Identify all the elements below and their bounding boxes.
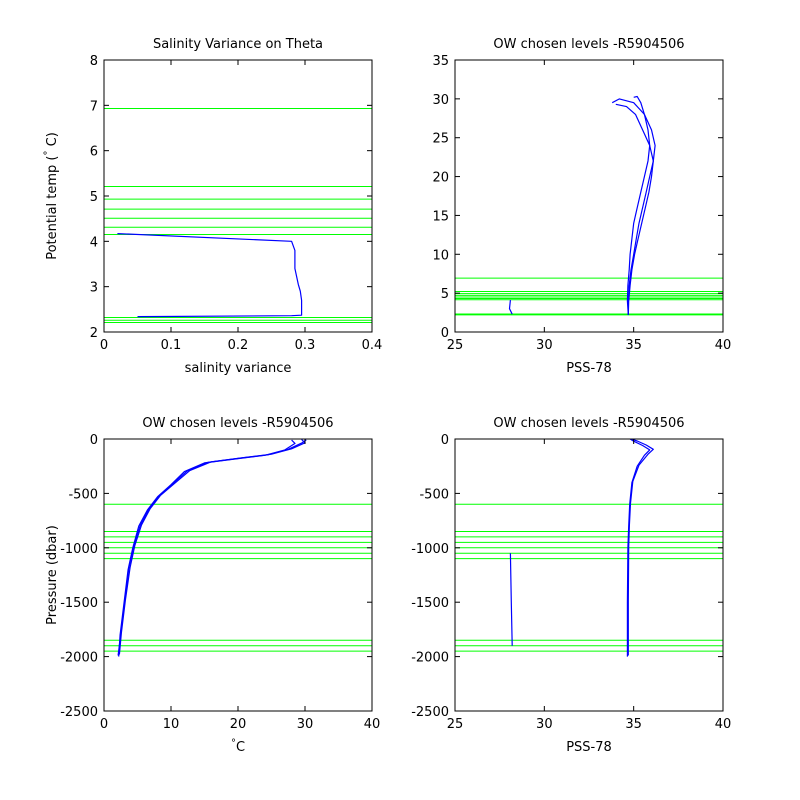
x-tick-label: 30 xyxy=(536,717,553,732)
series-line xyxy=(117,439,307,656)
x-tick-label: 30 xyxy=(536,338,553,353)
subplot-1: 0 0.1 0.2 0.3 0.4 2 3 4 5 6 7 8 Salinity Variance on… xyxy=(43,37,382,376)
y-tick-label: 5 xyxy=(90,190,98,205)
x-tick-label: 40 xyxy=(364,717,381,732)
x-tick-label: 40 xyxy=(715,717,732,732)
axes-frame xyxy=(454,59,724,333)
y-axis-label: Potential temp (° C) xyxy=(43,132,60,260)
series-line xyxy=(508,300,513,315)
x-tick-label: 25 xyxy=(447,338,464,353)
y-axis-label-main: Potential temp ( xyxy=(45,155,60,259)
series-line xyxy=(627,439,654,656)
y-tick-label: 10 xyxy=(432,248,449,263)
subplot-4: 25 30 35 40 -2500 -2000 -1500 -1000 -500 0 OW chos… xyxy=(411,416,731,755)
x-tick-label: 0 xyxy=(100,338,108,353)
y-tick-label: 0 xyxy=(90,433,98,448)
axes-frame xyxy=(454,438,724,712)
series-line xyxy=(615,103,654,315)
y-tick-label: 25 xyxy=(432,132,449,147)
subplot-3: 0 10 20 30 40 -2500 -2000 -1500 -1000 -500 0 OW cho… xyxy=(45,416,380,755)
y-axis-label-degree: ° xyxy=(43,150,54,155)
x-axis-label-unit: C xyxy=(236,740,245,755)
series-line xyxy=(626,95,651,315)
y-tick-label: 8 xyxy=(90,54,98,69)
y-tick-label: -1000 xyxy=(411,542,449,557)
chart-title: OW chosen levels -R5904506 xyxy=(493,37,684,52)
y-tick-label: 5 xyxy=(441,287,449,302)
x-tick-label: 40 xyxy=(715,338,732,353)
y-tick-label: -2000 xyxy=(411,651,449,666)
x-tick-label: 30 xyxy=(297,717,314,732)
y-tick-label: -500 xyxy=(68,487,98,502)
series-line xyxy=(611,98,656,315)
x-tick-label: 0.3 xyxy=(295,338,316,353)
series-line xyxy=(117,233,303,318)
x-tick-label: 0 xyxy=(100,717,108,732)
y-tick-label: -2000 xyxy=(60,651,98,666)
y-tick-label: 0 xyxy=(441,433,449,448)
y-tick-label: -2500 xyxy=(411,705,449,720)
y-tick-label: 2 xyxy=(90,326,98,341)
x-tick-label: 0.4 xyxy=(362,338,383,353)
y-tick-label: 15 xyxy=(432,209,449,224)
x-tick-label: 25 xyxy=(447,717,464,732)
y-tick-label: -2500 xyxy=(60,705,98,720)
y-tick-label: -1500 xyxy=(60,596,98,611)
x-axis-label: PSS-78 xyxy=(566,740,612,755)
x-tick-label: 35 xyxy=(625,338,642,353)
plot-area xyxy=(104,439,372,711)
y-tick-label: 35 xyxy=(432,54,449,69)
y-tick-label: 7 xyxy=(90,99,98,114)
series-line xyxy=(509,553,513,646)
y-tick-label: 4 xyxy=(90,235,98,250)
y-tick-label: 3 xyxy=(90,281,98,296)
series-line xyxy=(626,439,651,657)
plot-area xyxy=(455,60,723,332)
chart-title: OW chosen levels -R5904506 xyxy=(142,416,333,431)
y-tick-label: 20 xyxy=(432,171,449,186)
y-axis-label-unit: C) xyxy=(45,132,60,150)
y-tick-label: 30 xyxy=(432,93,449,108)
y-tick-label: 0 xyxy=(441,326,449,341)
x-axis-label: PSS-78 xyxy=(566,361,612,376)
x-tick-label: 0.2 xyxy=(228,338,249,353)
plot-area xyxy=(455,439,723,711)
y-tick-label: -500 xyxy=(419,487,449,502)
x-axis-label: °C xyxy=(231,738,245,755)
y-tick-label: -1500 xyxy=(411,596,449,611)
x-tick-label: 35 xyxy=(625,717,642,732)
x-tick-label: 10 xyxy=(163,717,180,732)
chart-title: OW chosen levels -R5904506 xyxy=(493,416,684,431)
x-tick-label: 20 xyxy=(230,717,247,732)
y-axis-label: Pressure (dbar) xyxy=(45,525,60,625)
y-tick-label: 6 xyxy=(90,145,98,160)
chart-title: Salinity Variance on Theta xyxy=(153,37,323,52)
y-tick-label: -1000 xyxy=(60,542,98,557)
subplot-2: 25 30 35 40 0 5 10 15 20 25 30 35 OW chosen levels -… xyxy=(432,37,731,376)
x-axis-label: salinity variance xyxy=(185,361,292,376)
plot-area xyxy=(104,60,372,332)
x-axis-label-degree: ° xyxy=(231,738,236,749)
x-tick-label: 0.1 xyxy=(161,338,182,353)
